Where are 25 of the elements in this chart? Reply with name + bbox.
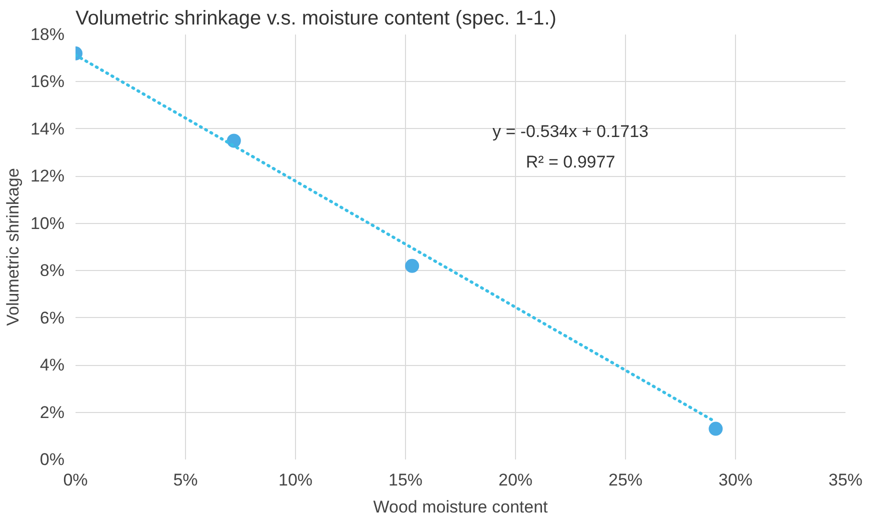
y-tick-label: 14% bbox=[30, 119, 65, 138]
point bbox=[708, 422, 723, 436]
x-tick-label: 5% bbox=[173, 470, 198, 490]
x-tick-label: 25% bbox=[608, 470, 643, 490]
y-tick-label: 12% bbox=[30, 166, 65, 186]
chart-title: Volumetric shrinkage v.s. moisture content (spec. 1-1.) bbox=[76, 8, 556, 30]
y-tick-label: 4% bbox=[40, 356, 65, 375]
annotation: R² = 0.9977 bbox=[526, 152, 616, 172]
y-tick-label: 10% bbox=[30, 214, 65, 233]
x-tick-label: 10% bbox=[278, 470, 313, 490]
x-tick-label: 0% bbox=[63, 470, 88, 490]
y-tick-label: 18% bbox=[30, 25, 65, 44]
annotation: y = -0.534x + 0.1713 bbox=[492, 122, 648, 141]
y-axis-title: Volumetric shrinkage bbox=[3, 168, 22, 326]
x-tick-label: 15% bbox=[388, 470, 423, 490]
y-tick-label: 16% bbox=[30, 72, 65, 92]
x-tick-label: 35% bbox=[828, 470, 863, 490]
x-axis-title: Wood moisture content bbox=[373, 498, 548, 516]
point bbox=[405, 258, 420, 273]
y-tick-label: 2% bbox=[40, 402, 65, 422]
x-tick-label: 30% bbox=[718, 470, 753, 490]
x-tick-label: 20% bbox=[498, 470, 533, 490]
y-tick-label: 8% bbox=[40, 261, 65, 280]
y-tick-label: 6% bbox=[40, 308, 65, 328]
y-tick-label: 0% bbox=[40, 450, 65, 469]
